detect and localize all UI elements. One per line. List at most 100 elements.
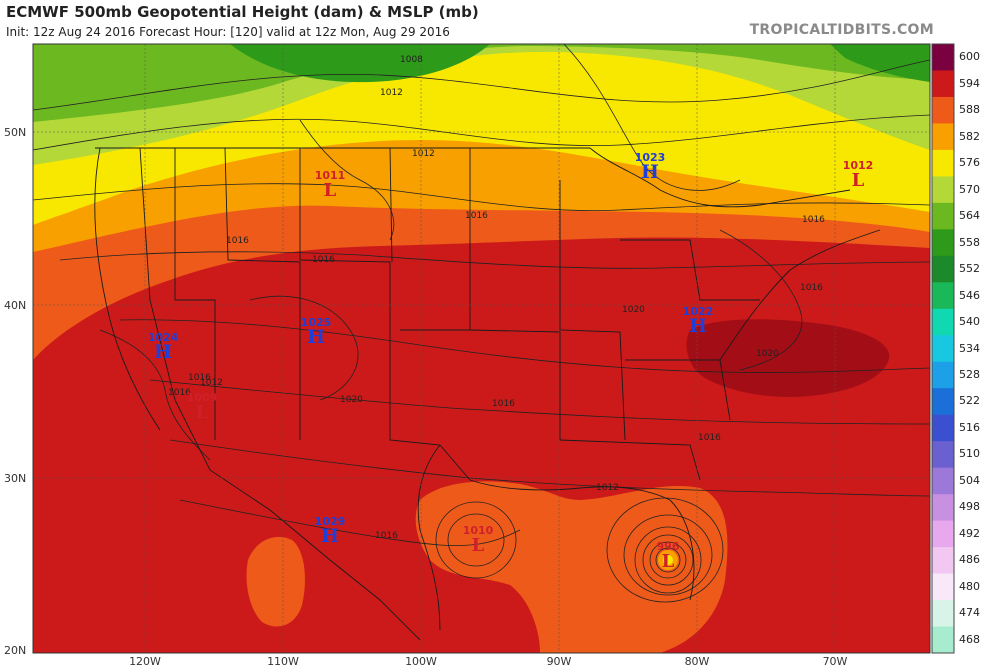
lat-label-30n: 30N (4, 472, 27, 485)
color-scale-label: 528 (959, 367, 980, 381)
map-subtitle: Init: 12z Aug 24 2016 Forecast Hour: [12… (6, 25, 450, 39)
pressure-value-label: 996 (657, 540, 680, 553)
isobar-value-label: 1008 (400, 55, 423, 65)
pressure-value-label: 1012 (843, 159, 874, 172)
lon-label-70w: 70W (822, 655, 848, 668)
color-scale-swatch (932, 282, 954, 310)
color-scale-label: 504 (959, 473, 980, 487)
color-scale-label: 480 (959, 579, 980, 593)
isobar-value-label: 1020 (622, 305, 645, 315)
high-pressure-marker: H (641, 161, 659, 183)
color-scale-swatch (932, 388, 954, 416)
isobar-value-label: 1016 (168, 388, 191, 398)
isobar-value-label: 1020 (340, 395, 363, 405)
low-pressure-marker: L (472, 535, 485, 556)
color-scale-swatch (932, 176, 954, 204)
lon-label-110w: 110W (267, 655, 299, 668)
pressure-value-label: 1029 (315, 515, 346, 528)
height-field (33, 44, 930, 653)
color-scale-label: 564 (959, 209, 980, 223)
lon-label-80w: 80W (684, 655, 710, 668)
color-scale-bar (931, 43, 955, 654)
isobar-value-label: 1012 (380, 88, 403, 98)
color-scale-label: 468 (959, 632, 980, 646)
lat-label-50n: 50N (4, 126, 27, 139)
isobar-value-label: 1016 (465, 211, 488, 221)
color-scale-label: 570 (959, 182, 980, 196)
color-scale-swatch (932, 441, 954, 469)
color-scale-swatch (932, 520, 954, 548)
isobar-value-label: 1016 (312, 255, 335, 265)
color-scale-swatch (932, 123, 954, 151)
color-scale-swatch (932, 626, 954, 654)
lat-label-40n: 40N (4, 299, 27, 312)
low-pressure-marker: L (662, 551, 675, 572)
low-pressure-marker: L (196, 402, 209, 423)
color-scale-label: 546 (959, 288, 980, 302)
high-pressure-marker: H (154, 341, 172, 363)
color-scale-label: 576 (959, 156, 980, 170)
lon-label-120w: 120W (129, 655, 161, 668)
high-pressure-marker: H (321, 525, 339, 547)
isobars (33, 44, 930, 603)
isobar-labels: 1008101210121016101610161020102010161016… (168, 55, 825, 541)
pressure-value-label: 1009 (187, 391, 218, 404)
color-scale-swatch (932, 308, 954, 336)
color-scale-swatch (932, 202, 954, 230)
lat-label-20n: 20N (4, 644, 27, 657)
color-scale-swatch (932, 255, 954, 283)
color-scale-label: 486 (959, 553, 980, 567)
color-scale-label: 516 (959, 420, 980, 434)
color-scale-swatch (932, 573, 954, 601)
color-scale-frame (931, 43, 955, 654)
color-scale-label: 594 (959, 76, 980, 90)
low-pressure-marker: L (852, 170, 865, 191)
color-scale-label: 558 (959, 235, 980, 249)
isobar-value-label: 1016 (800, 283, 823, 293)
color-scale-label: 510 (959, 447, 980, 461)
political-borders (94, 147, 881, 641)
isobar-value-label: 1016 (492, 399, 515, 409)
color-scale-swatch (932, 494, 954, 522)
color-scale-swatch (932, 467, 954, 495)
isobar-value-label: 1020 (756, 349, 779, 359)
color-scale-swatch (932, 600, 954, 628)
color-scale-swatch (932, 547, 954, 575)
isobar-value-label: 1012 (412, 149, 435, 159)
isobar-value-label: 1016 (188, 373, 211, 383)
low-pressure-marker: L (324, 180, 337, 201)
color-scale-swatch (932, 229, 954, 257)
isobar-value-label: 1012 (200, 378, 223, 388)
color-scale-swatch (932, 70, 954, 98)
color-scale-swatch (932, 149, 954, 177)
graticule (33, 44, 930, 653)
pressure-value-label: 1010 (463, 524, 494, 537)
color-scale-label: 474 (959, 606, 980, 620)
pressure-value-label: 1025 (301, 316, 332, 329)
high-pressure-marker: H (307, 326, 325, 348)
color-scale-label: 534 (959, 341, 980, 355)
color-scale-label: 498 (959, 500, 980, 514)
color-scale-label: 582 (959, 129, 980, 143)
pressure-value-label: 1011 (315, 169, 346, 182)
color-scale-swatch (932, 361, 954, 389)
color-scale-swatch (932, 96, 954, 124)
color-scale-label: 492 (959, 526, 980, 540)
color-scale-label: 600 (959, 50, 980, 64)
isobar-value-label: 1016 (698, 433, 721, 443)
lon-label-90w: 90W (546, 655, 572, 668)
map-frame (32, 43, 931, 654)
map-title: ECMWF 500mb Geopotential Height (dam) & … (6, 3, 479, 21)
pressure-value-label: 1024 (148, 331, 179, 344)
isobar-value-label: 1012 (596, 483, 619, 493)
pressure-value-label: 1022 (683, 305, 714, 318)
color-scale-swatch (932, 335, 954, 363)
isobar-value-label: 1016 (226, 236, 249, 246)
color-scale-label: 552 (959, 262, 980, 276)
color-scale-label: 522 (959, 394, 980, 408)
high-pressure-marker: H (689, 315, 707, 337)
isobar-value-label: 1016 (802, 215, 825, 225)
color-scale-label: 540 (959, 315, 980, 329)
